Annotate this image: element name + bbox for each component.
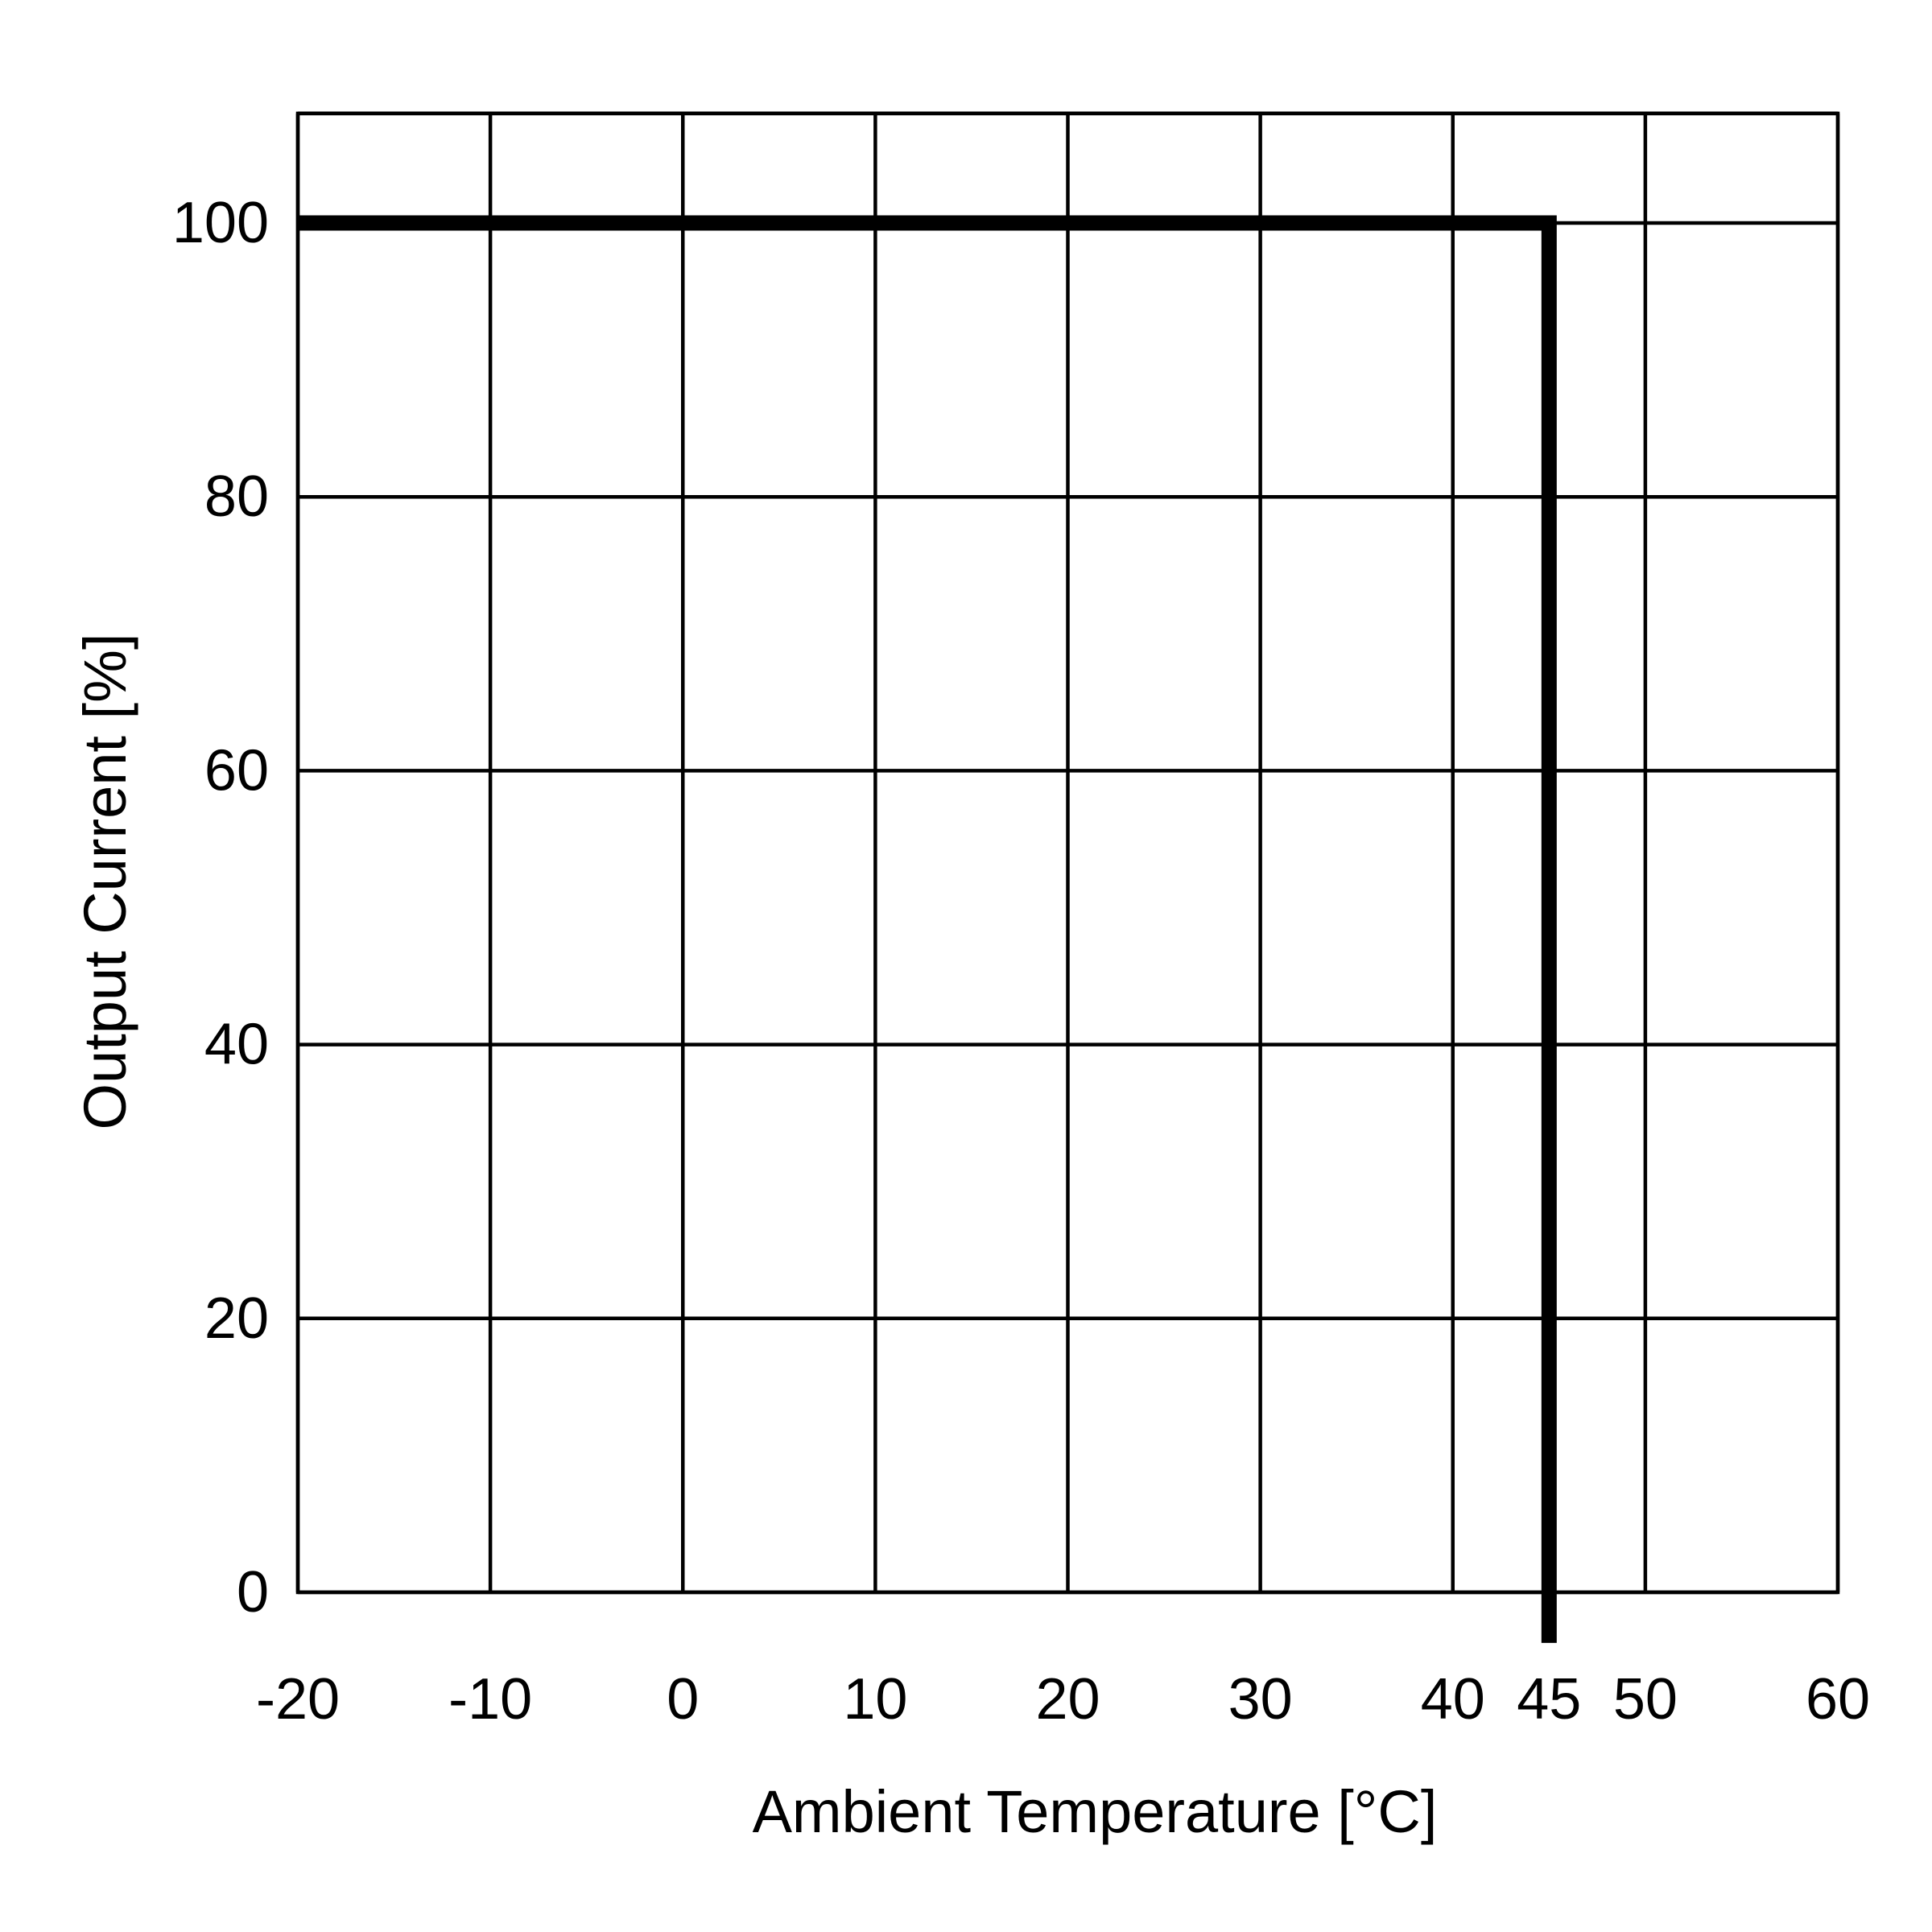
y-tick-label: 0 — [237, 1560, 269, 1624]
x-axis-title: Ambient Temperature [°C] — [753, 1778, 1438, 1845]
x-tick-label: -10 — [448, 1667, 532, 1732]
x-tick-label: 10 — [843, 1667, 907, 1732]
x-tick-label: 60 — [1806, 1667, 1870, 1732]
x-tick-label: 30 — [1228, 1667, 1293, 1732]
grid — [295, 111, 1840, 1595]
x-tick-label: -20 — [256, 1667, 340, 1732]
y-tick-label: 80 — [204, 464, 269, 529]
x-tick-label: 50 — [1613, 1667, 1678, 1732]
y-tick-label: 40 — [204, 1013, 269, 1077]
x-tick-labels: -20 -10 0 10 20 30 40 45 50 60 — [256, 1667, 1870, 1732]
y-tick-labels: 0 20 40 60 80 100 — [172, 191, 269, 1624]
x-tick-label: 45 — [1517, 1667, 1581, 1732]
x-tick-label: 40 — [1421, 1667, 1485, 1732]
y-axis-title: Output Current [%] — [72, 634, 138, 1130]
series — [298, 215, 1557, 1643]
y-tick-label: 20 — [204, 1286, 269, 1351]
x-tick-label: 20 — [1035, 1667, 1100, 1732]
series-line — [298, 215, 1557, 1643]
plot-frame — [295, 111, 1840, 1595]
y-tick-label: 100 — [172, 191, 269, 255]
y-tick-label: 60 — [204, 738, 269, 803]
x-tick-label: 0 — [667, 1667, 699, 1732]
